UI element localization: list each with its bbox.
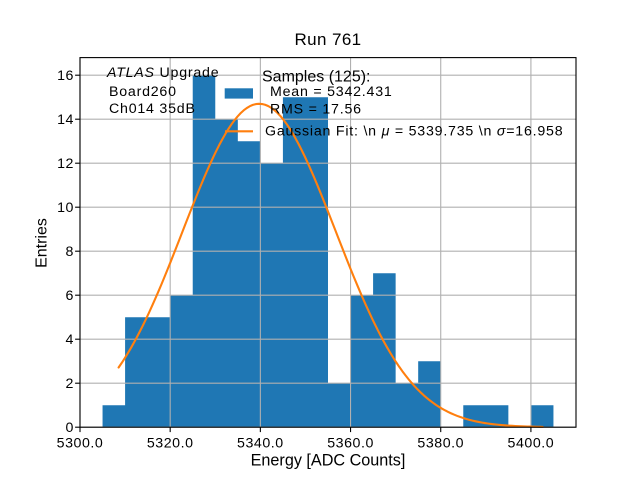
svg-text:6: 6 xyxy=(66,288,74,304)
svg-text:8: 8 xyxy=(66,244,74,260)
svg-text:5360.0: 5360.0 xyxy=(327,435,374,451)
svg-text:Entries: Entries xyxy=(34,218,51,268)
svg-text:0: 0 xyxy=(66,420,74,436)
svg-text:5320.0: 5320.0 xyxy=(147,435,194,451)
svg-text:10: 10 xyxy=(57,200,74,216)
svg-text:5380.0: 5380.0 xyxy=(417,435,464,451)
svg-text:16: 16 xyxy=(57,68,74,84)
svg-text:Run 761: Run 761 xyxy=(294,30,361,49)
svg-text:Board260: Board260 xyxy=(109,84,177,100)
svg-text:5400.0: 5400.0 xyxy=(508,435,555,451)
svg-text:Mean = 5342.431: Mean = 5342.431 xyxy=(270,84,393,100)
svg-text:12: 12 xyxy=(57,156,74,172)
svg-text:RMS = 17.56: RMS = 17.56 xyxy=(270,101,362,117)
svg-text:Samples (125):: Samples (125): xyxy=(262,68,371,85)
svg-text:Gaussian Fit: \n μ = 5339.735: Gaussian Fit: \n μ = 5339.735 \n σ=16.95… xyxy=(265,124,563,140)
svg-text:ATLAS Upgrade: ATLAS Upgrade xyxy=(106,65,219,81)
svg-text:Energy [ADC Counts]: Energy [ADC Counts] xyxy=(251,452,406,470)
svg-text:2: 2 xyxy=(66,376,74,392)
svg-text:4: 4 xyxy=(66,332,74,348)
svg-text:5340.0: 5340.0 xyxy=(237,435,284,451)
svg-text:14: 14 xyxy=(57,112,74,128)
svg-text:Ch014 35dB: Ch014 35dB xyxy=(109,101,196,117)
svg-text:5300.0: 5300.0 xyxy=(57,435,104,451)
